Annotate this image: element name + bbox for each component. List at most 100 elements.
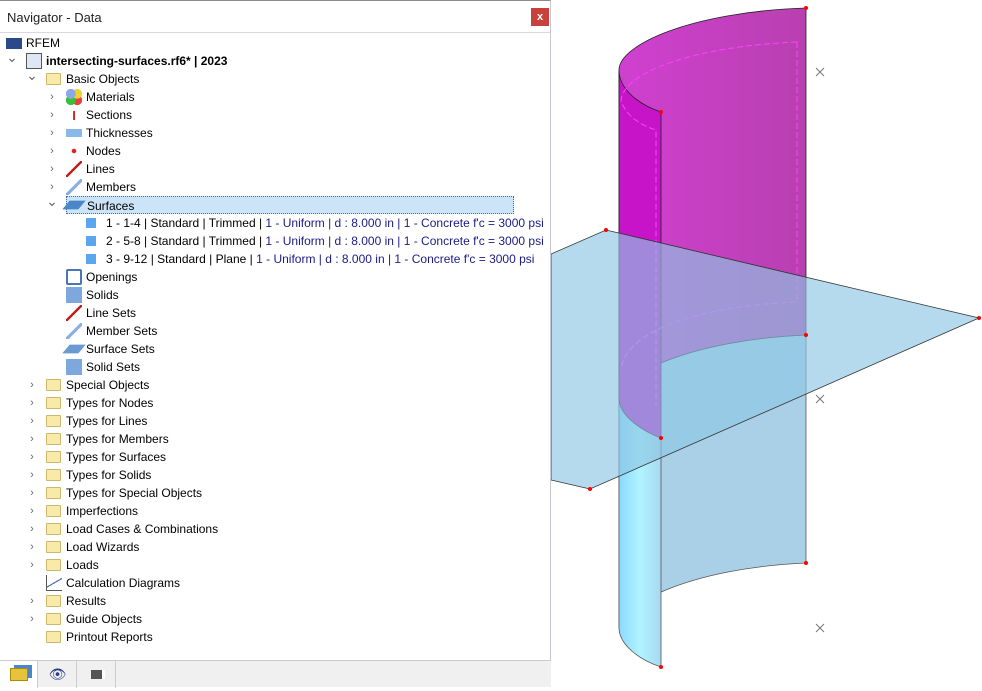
tree-item-label: 1 - 1-4 | Standard | Trimmed | 1 - Unifo… — [106, 214, 544, 232]
tree-item-openings[interactable]: Openings — [0, 268, 550, 286]
tree-item-types-for-surfaces[interactable]: › Types for Surfaces — [0, 448, 550, 466]
tree-item-types-for-special-objects[interactable]: › Types for Special Objects — [0, 484, 550, 502]
tree-item-solid-sets[interactable]: Solid Sets — [0, 358, 550, 376]
node[interactable] — [604, 228, 608, 232]
folder-icon — [46, 505, 61, 517]
label-text: Openings — [86, 270, 138, 284]
tree-item-guide-objects[interactable]: › Guide Objects — [0, 610, 550, 628]
folder-icon — [46, 451, 61, 463]
node[interactable] — [659, 436, 663, 440]
tree-item-results[interactable]: › Results — [0, 592, 550, 610]
chevron-right-icon[interactable]: › — [30, 505, 34, 517]
chevron-right-icon[interactable]: › — [30, 541, 34, 553]
chevron-right-icon[interactable]: › — [30, 379, 34, 391]
chevron-right-icon[interactable]: › — [30, 613, 34, 625]
chevron-right-icon[interactable]: › — [30, 415, 34, 427]
tree-item-sections[interactable]: › I Sections — [0, 106, 550, 124]
tree-item-rfem[interactable]: RFEM — [0, 34, 550, 52]
node[interactable] — [659, 665, 663, 669]
chevron-right-icon[interactable]: › — [30, 397, 34, 409]
tree-item-member-sets[interactable]: Member Sets — [0, 322, 550, 340]
tree-item-types-for-lines[interactable]: › Types for Lines — [0, 412, 550, 430]
line-sets-icon — [66, 305, 82, 321]
tree-item-surface-3[interactable]: 3 - 9-12 | Standard | Plane | 1 - Unifor… — [0, 250, 550, 268]
tree-item-printout-reports[interactable]: Printout Reports — [0, 628, 550, 646]
chevron-right-icon[interactable]: › — [30, 595, 34, 607]
chevron-right-icon[interactable]: › — [50, 163, 54, 175]
tree-item-basic-objects[interactable]: ⌄ Basic Objects — [0, 67, 550, 88]
folder-icon — [46, 631, 61, 643]
tree-item-label: Member Sets — [86, 322, 157, 340]
node[interactable] — [804, 6, 808, 10]
label-text: Types for Special Objects — [66, 486, 203, 500]
node[interactable] — [804, 561, 808, 565]
navigator-tabs: 👁 — [0, 660, 551, 688]
3d-model-view[interactable] — [551, 0, 982, 686]
folder-icon — [46, 469, 61, 481]
tab-display[interactable]: 👁 — [39, 661, 77, 688]
eye-icon: 👁 — [48, 666, 67, 682]
rfem-logo-icon — [6, 38, 22, 49]
tree-item-label: Results — [66, 592, 106, 610]
folder-icon — [46, 613, 61, 625]
tree-item-imperfections[interactable]: › Imperfections — [0, 502, 550, 520]
tree-item-label: RFEM — [26, 34, 60, 52]
tree-item-file[interactable]: ⌄ intersecting-surfaces.rf6* | 2023 — [0, 49, 550, 70]
tree-item-load-cases-combinations[interactable]: › Load Cases & Combinations — [0, 520, 550, 538]
chevron-right-icon[interactable]: › — [50, 145, 54, 157]
tree-item-calculation-diagrams[interactable]: Calculation Diagrams — [0, 574, 550, 592]
chevron-right-icon[interactable]: › — [30, 451, 34, 463]
surface-sets-icon — [62, 344, 86, 354]
tree-item-line-sets[interactable]: Line Sets — [0, 304, 550, 322]
chevron-right-icon[interactable]: › — [30, 433, 34, 445]
chevron-down-icon[interactable]: ⌄ — [46, 193, 58, 209]
chevron-right-icon[interactable]: › — [30, 487, 34, 499]
chevron-right-icon[interactable]: › — [30, 469, 34, 481]
tree-item-members[interactable]: › Members — [0, 178, 550, 196]
tree-item-loads[interactable]: › Loads — [0, 556, 550, 574]
x-marker — [815, 67, 825, 77]
folder-icon — [46, 523, 61, 535]
tree-item-nodes[interactable]: › Nodes — [0, 142, 550, 160]
surface-3-plane[interactable] — [551, 229, 981, 490]
tree-item-label: Types for Surfaces — [66, 448, 166, 466]
tree-item-special-objects[interactable]: › Special Objects — [0, 376, 550, 394]
tree-item-surface-2[interactable]: 2 - 5-8 | Standard | Trimmed | 1 - Unifo… — [0, 232, 550, 250]
tree-item-thicknesses[interactable]: › Thicknesses — [0, 124, 550, 142]
chevron-down-icon[interactable]: ⌄ — [6, 49, 18, 65]
sections-icon: I — [72, 108, 76, 123]
close-button[interactable]: x — [531, 8, 549, 26]
tree-item-solids[interactable]: Solids — [0, 286, 550, 304]
chevron-right-icon[interactable]: › — [30, 523, 34, 535]
folder-icon — [46, 541, 61, 553]
tree-item-types-for-nodes[interactable]: › Types for Nodes — [0, 394, 550, 412]
tab-data[interactable] — [0, 661, 38, 688]
tree-item-lines[interactable]: › Lines — [0, 160, 550, 178]
tab-views[interactable] — [78, 661, 116, 688]
tree-item-surface-sets[interactable]: Surface Sets — [0, 340, 550, 358]
chevron-right-icon[interactable]: › — [50, 181, 54, 193]
label-text: 2 - 5-8 | Standard | Trimmed | — [106, 234, 266, 248]
node[interactable] — [588, 487, 592, 491]
node[interactable] — [977, 316, 981, 320]
tree-item-load-wizards[interactable]: › Load Wizards — [0, 538, 550, 556]
title-bar: Navigator - Data x — [0, 1, 550, 33]
label-text: Solids — [86, 288, 119, 302]
x-marker — [815, 623, 825, 633]
tree-item-surfaces[interactable]: ⌄ Surfaces — [0, 193, 550, 214]
tree-item-types-for-solids[interactable]: › Types for Solids — [0, 466, 550, 484]
node[interactable] — [659, 110, 663, 114]
label-detail: 1 - Uniform | d : 8.000 in | 1 - Concret… — [265, 234, 544, 248]
node[interactable] — [804, 333, 808, 337]
tree-item-surface-1[interactable]: 1 - 1-4 | Standard | Trimmed | 1 - Unifo… — [0, 214, 550, 232]
tree-item-types-for-members[interactable]: › Types for Members — [0, 430, 550, 448]
chevron-right-icon[interactable]: › — [50, 91, 54, 103]
label-text: Member Sets — [86, 324, 158, 338]
chevron-down-icon[interactable]: ⌄ — [26, 67, 38, 83]
chevron-right-icon[interactable]: › — [50, 109, 54, 121]
panel-title: Navigator - Data — [7, 10, 102, 25]
chevron-right-icon[interactable]: › — [30, 559, 34, 571]
chevron-right-icon[interactable]: › — [50, 127, 54, 139]
label-text: Basic Objects — [66, 72, 140, 86]
tree-item-materials[interactable]: › Materials — [0, 88, 550, 106]
